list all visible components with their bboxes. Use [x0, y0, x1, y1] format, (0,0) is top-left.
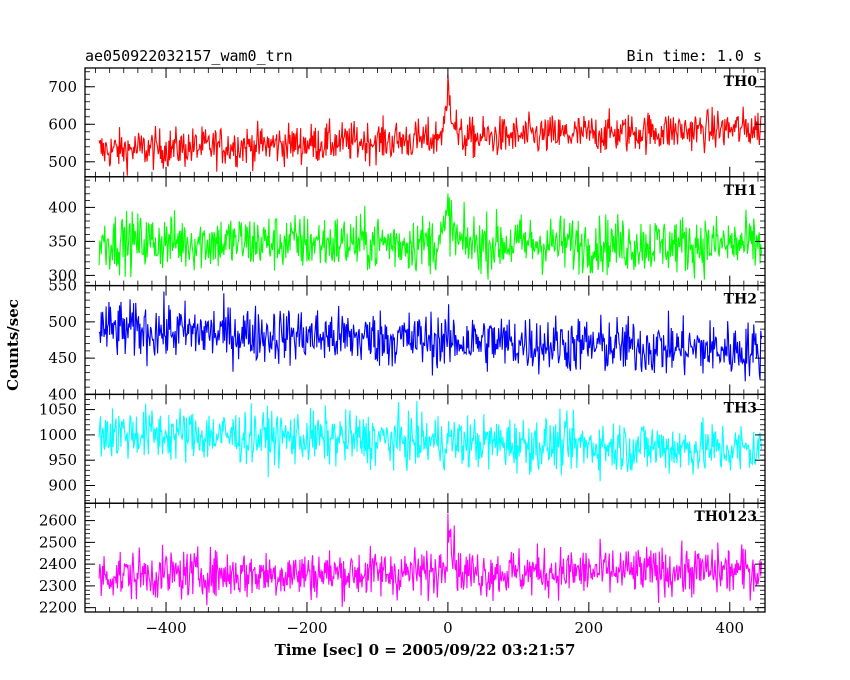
panel-label-th0123: TH0123 — [694, 509, 757, 525]
y-tick-label: 2400 — [39, 555, 77, 573]
y-tick-label: 2500 — [39, 533, 77, 551]
panel-frame — [84, 502, 766, 613]
x-tick-label: 0 — [443, 619, 453, 637]
x-axis: −400 −200 0 200 400 — [145, 619, 744, 637]
series-line-th2 — [98, 291, 763, 382]
y-tick-label: 350 — [48, 232, 77, 250]
x-tick-label: 200 — [575, 619, 604, 637]
series-line-th1 — [98, 193, 763, 280]
x-tick-label: −200 — [286, 619, 327, 637]
panel-th0: 500 600 700 TH0 — [48, 67, 766, 178]
panel-frame — [84, 67, 766, 178]
x-tick-label: −400 — [145, 619, 186, 637]
y-tick-label: 950 — [48, 451, 77, 469]
y-tick-label: 700 — [48, 78, 77, 96]
panel-label-th2: TH2 — [724, 292, 757, 308]
series-line-th3 — [98, 400, 763, 482]
y-tick-label: 500 — [48, 313, 77, 331]
y-tick-label: 300 — [48, 266, 77, 284]
y-tick-label: 550 — [48, 277, 77, 295]
y-tick-label: 500 — [48, 153, 77, 171]
chart-title: ae050922032157_wam0_trn — [85, 47, 293, 65]
panel-th0123: 2200 2300 2400 2500 2600 TH0123 — [39, 502, 766, 617]
y-tick-label: 450 — [48, 349, 77, 367]
panels-group: 500 600 700 TH0 300 350 400 TH1 400 450 500 550 TH2 9… — [39, 67, 766, 617]
x-tick-label: 400 — [715, 619, 744, 637]
panel-label-th3: TH3 — [724, 400, 757, 416]
y-axis-label: Counts/sec — [4, 299, 22, 391]
panel-th3: 900 950 1000 1050 TH3 — [39, 393, 766, 504]
panel-label-th0: TH0 — [724, 74, 758, 90]
series-line-th0123 — [98, 513, 763, 607]
x-axis-label: Time [sec] 0 = 2005/09/22 03:21:57 — [275, 641, 576, 659]
panel-th1: 300 350 400 TH1 — [48, 176, 766, 287]
series-line-th0 — [98, 74, 762, 176]
y-tick-label: 1050 — [39, 401, 77, 419]
y-tick-label: 2600 — [39, 512, 77, 530]
y-tick-label: 2300 — [39, 577, 77, 595]
y-tick-label: 400 — [48, 385, 77, 403]
y-tick-label: 900 — [48, 476, 77, 494]
panel-th2: 400 450 500 550 TH2 — [48, 277, 766, 403]
bin-time-label: Bin time: 1.0 s — [627, 47, 762, 65]
y-tick-label: 400 — [48, 198, 77, 216]
y-tick-label: 2200 — [39, 599, 77, 617]
y-tick-label: 600 — [48, 115, 77, 133]
y-tick-label: 1000 — [39, 426, 77, 444]
panel-label-th1: TH1 — [724, 183, 757, 199]
